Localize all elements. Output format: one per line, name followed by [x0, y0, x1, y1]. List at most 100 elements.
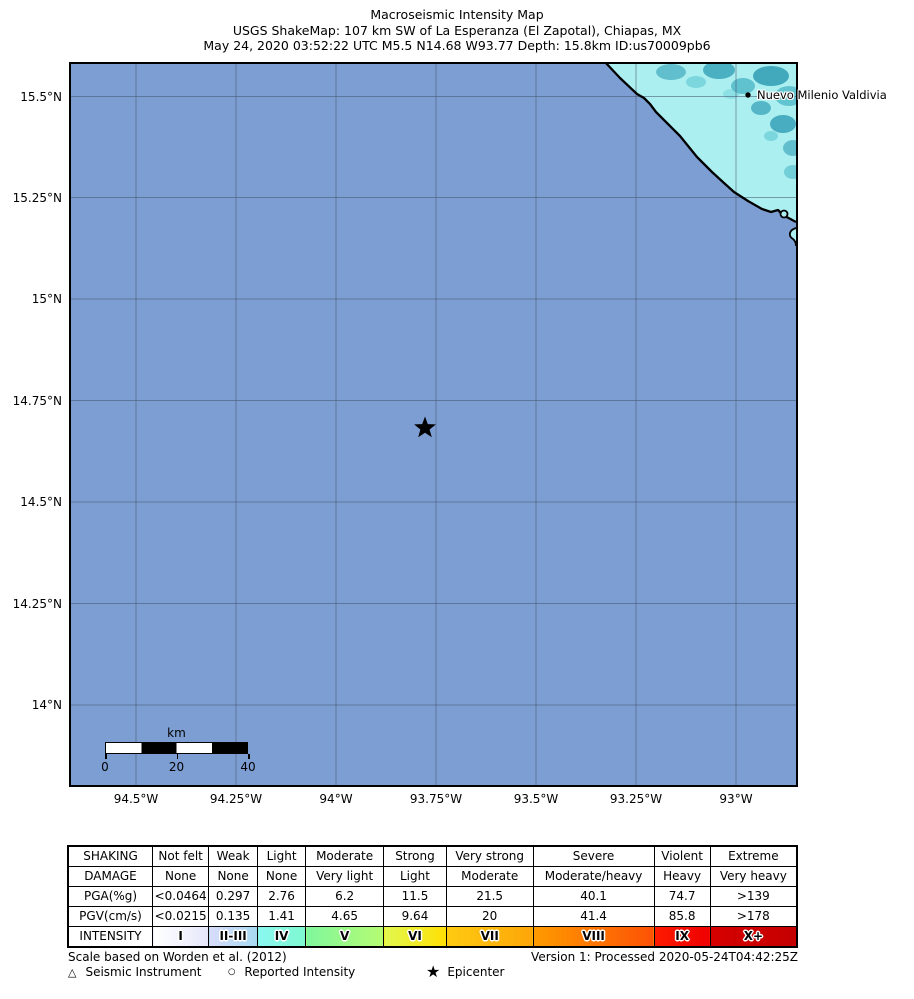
circle-icon: ○: [228, 967, 236, 977]
lon-tick-label: 93.75°W: [409, 792, 463, 806]
legend-seismic-instrument: △ Seismic Instrument: [68, 964, 202, 980]
legend-label: Seismic Instrument: [85, 965, 202, 979]
legend-label: Reported Intensity: [244, 965, 356, 979]
scale-bar-tick-label: 0: [101, 760, 109, 774]
star-icon: ★: [426, 962, 441, 981]
table-cell: 1.41: [257, 906, 307, 927]
legend-label: Epicenter: [447, 965, 505, 979]
row-header: PGA(%g): [67, 886, 154, 907]
intensity-cell: I: [152, 926, 210, 948]
scale-bar-tick: [248, 754, 250, 759]
table-row-pgv-cm-s-: PGV(cm/s) <0.0215 0.135 1.41 4.65 9.64 20 41.4 8…: [67, 906, 798, 927]
table-cell: Strong: [383, 845, 447, 867]
row-header: SHAKING: [67, 845, 154, 867]
footer-version: Version 1: Processed 2020-05-24T04:42:25…: [531, 950, 798, 964]
table-cell: Very heavy: [709, 866, 798, 887]
intensity-cell: X+: [709, 926, 798, 948]
shaking-table: SHAKING Not felt Weak Light Moderate Strong Ve…: [67, 845, 798, 948]
table-cell: 21.5: [445, 886, 534, 907]
coastline: [605, 64, 796, 224]
table-cell: 0.297: [208, 886, 259, 907]
table-row-pga-g-: PGA(%g) <0.0464 0.297 2.76 6.2 11.5 21.5 40.1 74…: [67, 886, 798, 907]
lon-tick-label: 93°W: [719, 792, 753, 806]
table-cell: 4.65: [305, 906, 385, 927]
table-cell: Light: [257, 845, 307, 867]
footer-scale-note: Scale based on Worden et al. (2012): [68, 950, 287, 964]
legend-epicenter: ★ Epicenter: [426, 964, 504, 980]
intensity-cell: VII: [445, 926, 534, 948]
table-cell: 2.76: [257, 886, 307, 907]
table-cell: <0.0215: [152, 906, 210, 927]
scale-bar: [105, 742, 248, 754]
table-cell: Not felt: [152, 845, 210, 867]
lat-tick-label: 15.25°N: [12, 190, 62, 205]
table-row-shaking: SHAKING Not felt Weak Light Moderate Strong Ve…: [67, 845, 798, 867]
table-cell: Weak: [208, 845, 259, 867]
lon-tick-label: 93.25°W: [609, 792, 663, 806]
graticule: [71, 64, 796, 785]
table-cell: >139: [709, 886, 798, 907]
table-cell: None: [208, 866, 259, 887]
row-header: INTENSITY: [67, 926, 154, 948]
table-cell: Heavy: [653, 866, 711, 887]
lat-tick-label: 15°N: [31, 292, 62, 306]
lat-tick-label: 14°N: [31, 698, 62, 712]
intensity-cell: VIII: [532, 926, 655, 948]
intensity-cell: IV: [257, 926, 307, 948]
scale-bar-tick-label: 20: [168, 760, 185, 774]
coastal-sliver: [789, 227, 796, 247]
table-cell: 41.4: [532, 906, 655, 927]
table-cell: None: [257, 866, 307, 887]
table-cell: 85.8: [653, 906, 711, 927]
table-row-damage: DAMAGE None None None Very light Light Moderat…: [67, 866, 798, 887]
table-cell: 0.135: [208, 906, 259, 927]
intensity-cell: VI: [383, 926, 447, 948]
table-cell: 11.5: [383, 886, 447, 907]
event-subtitle: USGS ShakeMap: 107 km SW of La Esperanza…: [232, 22, 682, 38]
row-header: DAMAGE: [67, 866, 154, 887]
table-cell: Very light: [305, 866, 385, 887]
table-cell: Extreme: [709, 845, 798, 867]
page-title: Macroseismic Intensity Map: [370, 7, 544, 22]
table-cell: Moderate/heavy: [532, 866, 655, 887]
legend-reported-intensity: ○ Reported Intensity: [228, 964, 355, 980]
table-cell: 6.2: [305, 886, 385, 907]
scale-bar-unit-label: km: [167, 726, 186, 740]
lat-tick-label: 14.5°N: [20, 495, 62, 509]
table-cell: 40.1: [532, 886, 655, 907]
lat-tick-label: 14.75°N: [12, 393, 62, 408]
table-cell: 74.7: [653, 886, 711, 907]
lat-tick-label: 14.25°N: [12, 596, 62, 611]
terrain-shading: [656, 64, 796, 179]
table-cell: Violent: [653, 845, 711, 867]
row-header: PGV(cm/s): [67, 906, 154, 927]
triangle-icon: △: [68, 965, 77, 979]
intensity-cell: II-III: [208, 926, 259, 948]
table-cell: >178: [709, 906, 798, 927]
table-cell: Very strong: [445, 845, 534, 867]
table-cell: 9.64: [383, 906, 447, 927]
lat-tick-label: 15.5°N: [20, 89, 62, 104]
lon-tick-label: 94.5°W: [113, 792, 159, 806]
lagoon-inlet: [779, 209, 789, 219]
intensity-cell: IX: [653, 926, 711, 948]
table-cell: Moderate: [445, 866, 534, 887]
scale-bar-tick: [105, 754, 107, 759]
intensity-cell: V: [305, 926, 385, 948]
city-dot: [745, 92, 751, 98]
city-label: Nuevo Milenio Valdivia: [757, 88, 887, 102]
land-area: [606, 64, 796, 222]
table-cell: Light: [383, 866, 447, 887]
table-cell: Moderate: [305, 845, 385, 867]
table-cell: <0.0464: [152, 886, 210, 907]
table-row-intensity: INTENSITY I II-III IV V VI VII VIII IX X+: [67, 926, 798, 948]
scale-bar-tick-label: 40: [240, 760, 256, 774]
table-cell: Severe: [532, 845, 655, 867]
map-canvas[interactable]: km 0 20 40: [69, 62, 798, 787]
scale-bar-tick: [176, 754, 178, 759]
lon-tick-label: 94°W: [319, 792, 353, 806]
lon-tick-label: 94.25°W: [209, 792, 263, 806]
title-block: Macroseismic Intensity Map USGS ShakeMap…: [0, 7, 914, 54]
event-details: May 24, 2020 03:52:22 UTC M5.5 N14.68 W9…: [203, 38, 711, 54]
